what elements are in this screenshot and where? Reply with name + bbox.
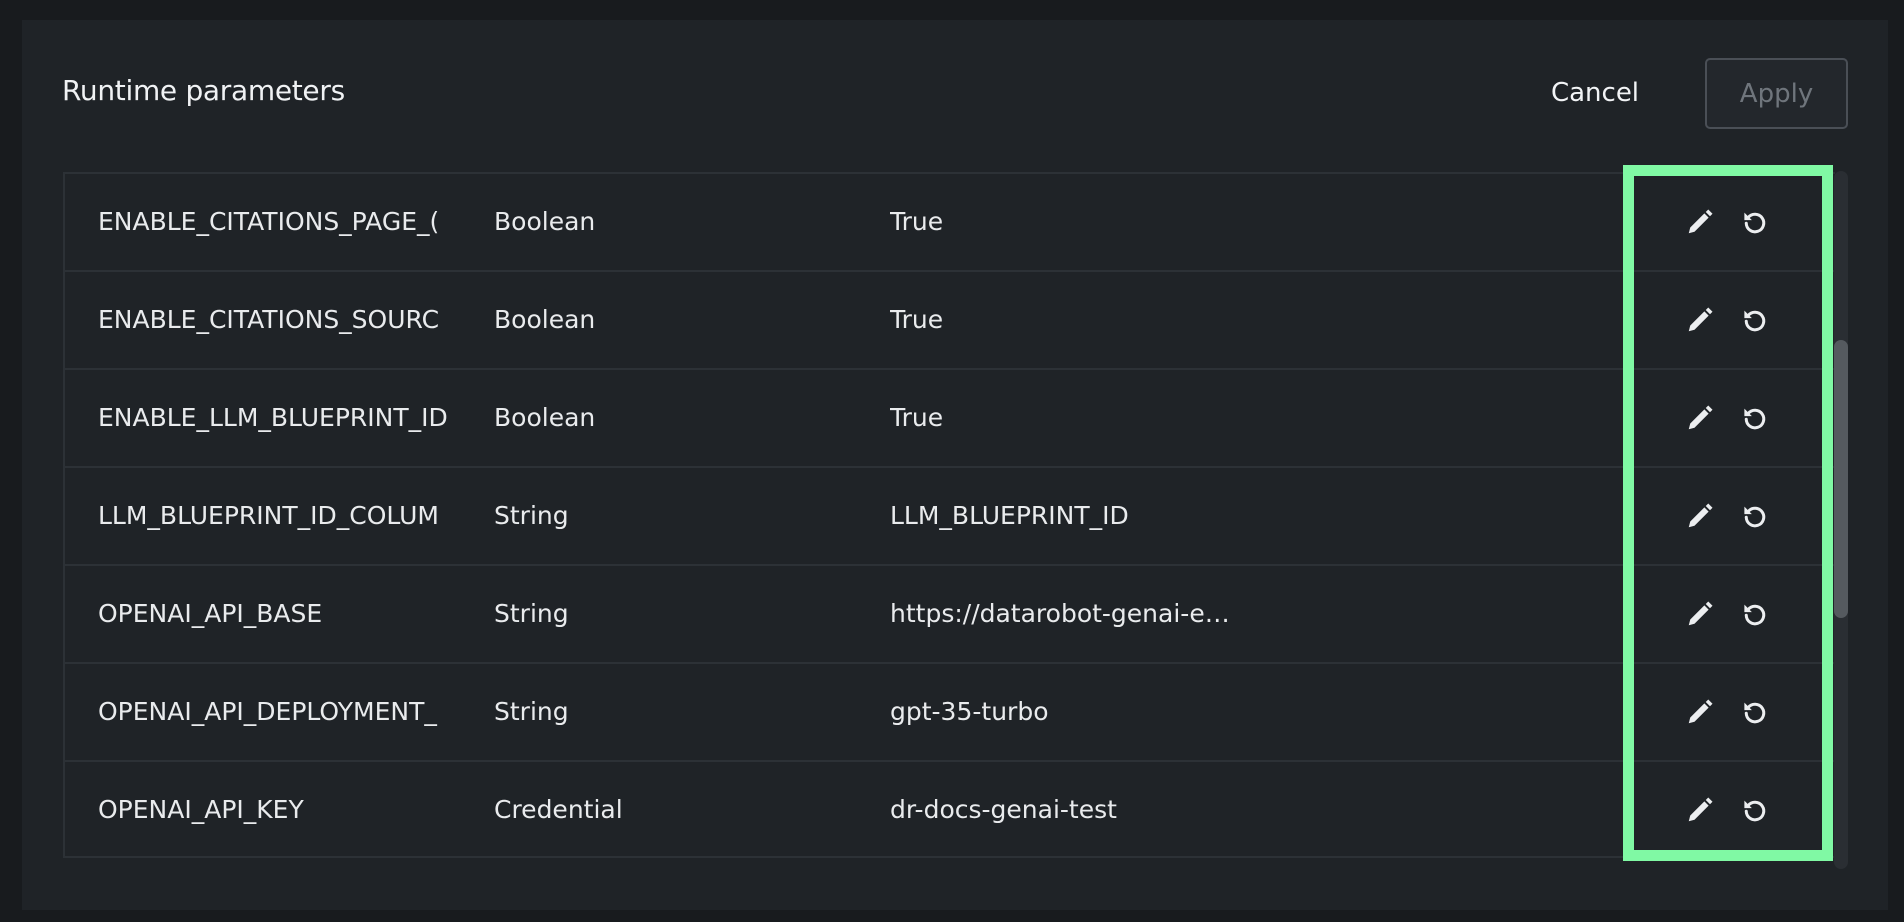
param-type: String <box>494 501 569 530</box>
pencil-icon[interactable] <box>1685 403 1715 433</box>
cancel-button[interactable]: Cancel <box>1540 72 1650 114</box>
param-type: Boolean <box>494 305 596 334</box>
reset-icon[interactable] <box>1740 501 1770 531</box>
param-type: Boolean <box>494 403 596 432</box>
param-name: OPENAI_API_DEPLOYMENT_ <box>98 697 437 726</box>
pencil-icon[interactable] <box>1685 305 1715 335</box>
pencil-icon[interactable] <box>1685 501 1715 531</box>
reset-icon[interactable] <box>1740 403 1770 433</box>
table-row: ENABLE_LLM_BLUEPRINT_ID Boolean True <box>65 368 1835 466</box>
table-row: ENABLE_CITATIONS_PAGE_( Boolean True <box>65 172 1835 270</box>
dialog-title: Runtime parameters <box>62 74 345 107</box>
param-value: True <box>890 207 944 236</box>
scrollbar[interactable] <box>1834 171 1848 869</box>
table-row: ENABLE_CITATIONS_SOURC Boolean True <box>65 270 1835 368</box>
param-type: Boolean <box>494 207 596 236</box>
pencil-icon[interactable] <box>1685 599 1715 629</box>
param-value: True <box>890 403 944 432</box>
table-row: OPENAI_API_DEPLOYMENT_ String gpt-35-turbo <box>65 662 1835 760</box>
apply-button[interactable]: Apply <box>1705 58 1848 129</box>
param-value: True <box>890 305 944 334</box>
param-name: LLM_BLUEPRINT_ID_COLUM <box>98 501 439 530</box>
param-type: Credential <box>494 795 623 824</box>
table-row: LLM_BLUEPRINT_ID_COLUM String LLM_BLUEPRIN… <box>65 466 1835 564</box>
param-value: LLM_BLUEPRINT_ID <box>890 501 1129 530</box>
reset-icon[interactable] <box>1740 795 1770 825</box>
table-row: OPENAI_API_KEY Credential dr-docs-genai-te… <box>65 760 1835 858</box>
param-name: OPENAI_API_KEY <box>98 795 304 824</box>
pencil-icon[interactable] <box>1685 795 1715 825</box>
param-name: OPENAI_API_BASE <box>98 599 323 628</box>
param-value: dr-docs-genai-test <box>890 795 1117 824</box>
reset-icon[interactable] <box>1740 305 1770 335</box>
param-value: https://datarobot-genai-e… <box>890 599 1230 628</box>
param-name: ENABLE_LLM_BLUEPRINT_ID <box>98 403 448 432</box>
pencil-icon[interactable] <box>1685 697 1715 727</box>
reset-icon[interactable] <box>1740 207 1770 237</box>
pencil-icon[interactable] <box>1685 207 1715 237</box>
reset-icon[interactable] <box>1740 599 1770 629</box>
table-row: OPENAI_API_BASE String https://datarobot-g… <box>65 564 1835 662</box>
param-name: ENABLE_CITATIONS_SOURC <box>98 305 440 334</box>
param-name: ENABLE_CITATIONS_PAGE_( <box>98 207 440 236</box>
scrollbar-thumb[interactable] <box>1834 340 1848 618</box>
param-type: String <box>494 697 569 726</box>
reset-icon[interactable] <box>1740 697 1770 727</box>
param-type: String <box>494 599 569 628</box>
parameters-table: ENABLE_CITATIONS_PAGE_(Boolean True ENABLE… <box>63 172 1835 858</box>
param-value: gpt-35-turbo <box>890 697 1049 726</box>
